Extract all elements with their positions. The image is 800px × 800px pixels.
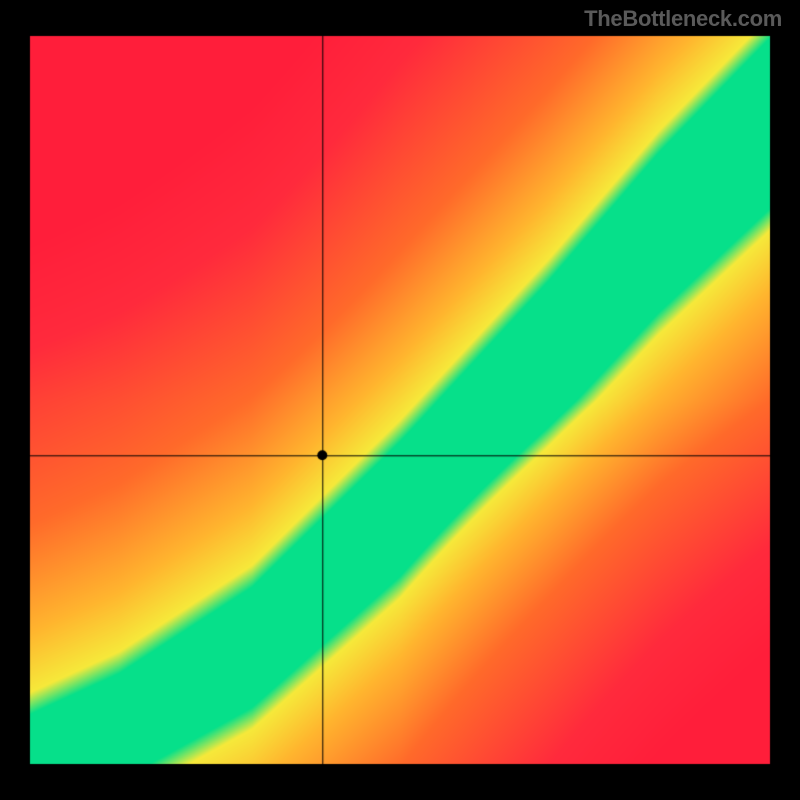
chart-container: TheBottleneck.com (0, 0, 800, 800)
heatmap-canvas (0, 0, 800, 800)
heatmap-canvas-wrap (0, 0, 800, 800)
watermark-text: TheBottleneck.com (584, 6, 782, 32)
